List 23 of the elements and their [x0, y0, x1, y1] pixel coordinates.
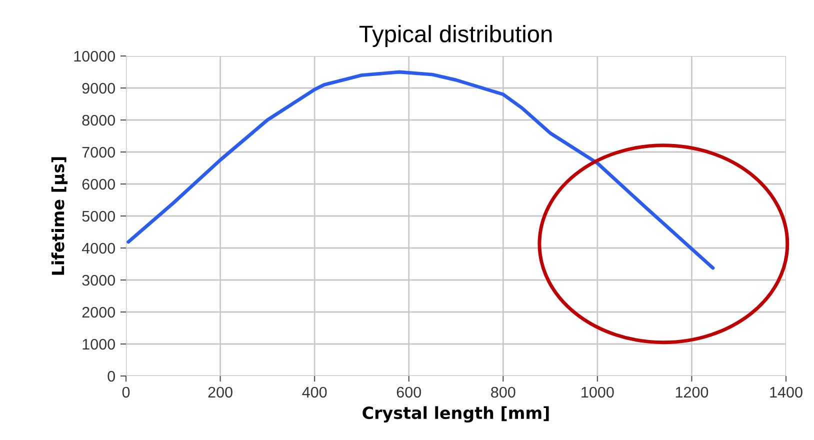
- y-tick-label: 8000: [82, 114, 115, 126]
- x-tick-label: 800: [491, 386, 516, 398]
- x-tick-label: 1000: [582, 386, 614, 398]
- y-tick-label: 1000: [82, 338, 115, 350]
- y-tick-label: 0: [108, 370, 115, 382]
- x-tick-label: 200: [208, 386, 232, 398]
- y-tick-label: 7000: [82, 146, 115, 158]
- y-axis-title: Lifetime [µs]: [51, 157, 68, 275]
- y-tick-label: 2000: [82, 306, 115, 318]
- y-tick-label: 10000: [74, 50, 115, 62]
- y-tick-label: 4000: [82, 242, 115, 254]
- line-series: [126, 70, 715, 270]
- x-axis-title: Crystal length [mm]: [362, 406, 549, 422]
- x-tick-label: 400: [302, 386, 327, 398]
- x-tick-label: 600: [396, 386, 422, 398]
- chart-title: Typical distribution: [359, 25, 552, 48]
- x-tick-label: 0: [122, 386, 130, 398]
- y-tick-label: 9000: [82, 82, 115, 94]
- y-tick-label: 5000: [82, 210, 115, 222]
- y-tick-label: 6000: [82, 178, 115, 190]
- y-tick-label: 3000: [82, 274, 115, 286]
- x-tick-label: 1200: [676, 386, 708, 398]
- x-tick-label: 1400: [770, 386, 802, 398]
